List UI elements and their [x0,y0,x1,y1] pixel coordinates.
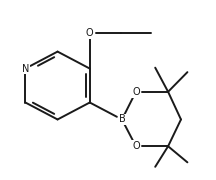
Text: B: B [119,114,125,125]
Text: O: O [132,141,140,151]
Text: O: O [132,87,140,97]
Text: N: N [22,64,29,74]
Text: O: O [86,28,94,38]
